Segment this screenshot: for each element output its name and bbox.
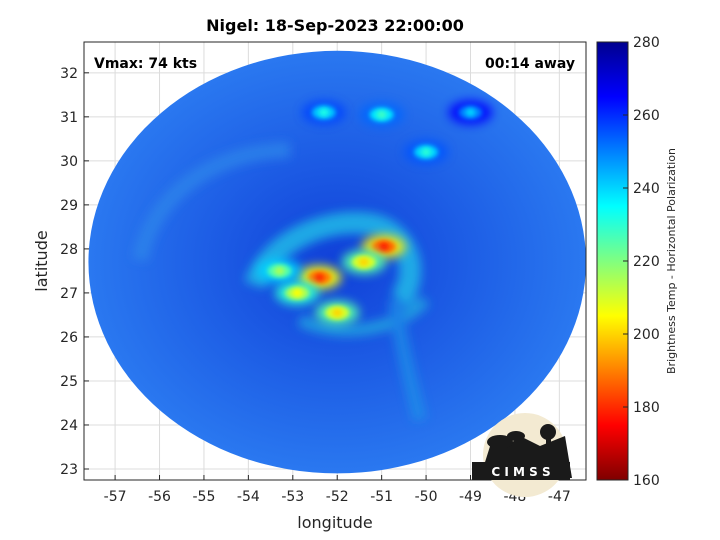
convective-cell: [257, 258, 302, 283]
colorbar-tick-label: 260: [633, 108, 660, 124]
x-tick-label: -53: [281, 489, 304, 505]
convective-cell: [275, 280, 320, 305]
colorbar-tick-label: 180: [633, 400, 660, 416]
x-tick-label: -50: [415, 489, 438, 505]
y-tick-label: 32: [60, 66, 78, 82]
x-tick-label: -51: [370, 489, 393, 505]
water-tower-icon: [546, 436, 551, 464]
colorbar-tick-label: 280: [633, 35, 660, 51]
colorbar-tick-label: 160: [633, 473, 660, 489]
convective-cells: [257, 100, 493, 325]
microwave-swath: [88, 50, 586, 474]
x-axis-label: longitude: [297, 513, 372, 532]
y-tick-label: 27: [60, 286, 78, 302]
y-tick-label: 30: [60, 154, 78, 170]
x-tick-label: -52: [326, 489, 349, 505]
x-tick-label: -55: [193, 489, 216, 505]
y-axis-ticks: 23 24 25 26 27 28 29 30 31 32: [60, 66, 89, 478]
convective-cell: [448, 100, 493, 125]
rain-bands: [132, 142, 430, 422]
colorbar: [596, 41, 629, 481]
colorbar-tick-label: 220: [633, 254, 660, 270]
convective-cell: [301, 100, 346, 125]
colorbar-ticks: 160 180 200 220 240 260 280: [623, 35, 660, 489]
chart-title: Nigel: 18-Sep-2023 22:00:00: [206, 16, 464, 35]
y-tick-label: 25: [60, 374, 78, 390]
y-tick-label: 29: [60, 198, 78, 214]
x-tick-label: -49: [459, 489, 482, 505]
colorbar-tick-label: 240: [633, 181, 660, 197]
x-tick-label: -47: [548, 489, 571, 505]
time-away-annotation: 00:14 away: [485, 56, 575, 72]
logo-text: C I M S S: [491, 465, 550, 479]
convective-cell: [404, 140, 449, 165]
colorbar-tick-label: 200: [633, 327, 660, 343]
cimss-logo: C I M S S: [472, 413, 572, 497]
brightness-temp-field: [88, 50, 586, 474]
x-tick-label: -57: [104, 489, 127, 505]
x-tick-label: -56: [148, 489, 171, 505]
y-tick-label: 24: [60, 418, 78, 434]
y-tick-label: 26: [60, 330, 78, 346]
y-tick-label: 28: [60, 242, 78, 258]
convective-cell: [359, 102, 404, 127]
axes-frame: [83, 41, 587, 481]
x-axis-ticks: -57 -56 -55 -54 -53 -52 -51 -50 -49 -48 -47: [104, 475, 571, 505]
convective-cell: [341, 250, 386, 275]
colorbar-label: Brightness Temp - Horizontal Polarizatio…: [665, 148, 678, 374]
convective-cell: [315, 300, 360, 325]
y-tick-label: 31: [60, 110, 78, 126]
x-tick-label: -54: [237, 489, 260, 505]
radar-dish-icon: [487, 435, 513, 449]
y-axis-label: latitude: [32, 230, 51, 291]
vmax-annotation: Vmax: 74 kts: [94, 56, 197, 72]
y-tick-label: 23: [60, 462, 78, 478]
